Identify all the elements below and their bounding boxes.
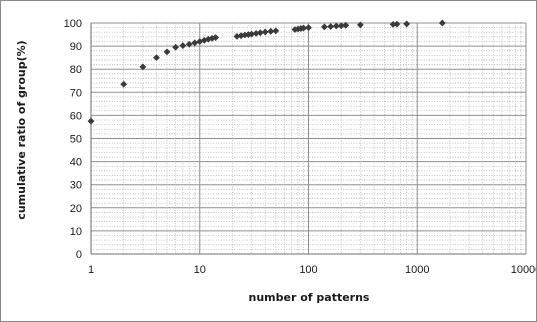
data-point [356,21,364,29]
x-axis-title: number of patterns [249,291,370,304]
data-point [342,21,350,29]
data-point [179,42,187,50]
data-point [332,22,340,30]
data-point [185,40,193,48]
data-point [327,23,335,30]
data-point [337,22,345,30]
data-point [191,39,199,47]
y-tick-label: 90 [70,41,82,53]
data-point [200,36,208,44]
data-point [256,29,264,37]
data-point [393,20,401,28]
data-point [233,32,241,40]
y-tick-label: 60 [70,110,82,122]
x-tick-label: 100 [299,264,317,276]
data-point [300,24,307,32]
y-axis-title: cumulative ratio of group(%) [15,40,28,219]
y-tick-label: 50 [70,134,82,146]
y-tick-label: 40 [70,157,82,169]
data-point [248,30,256,38]
data-point [87,117,95,125]
y-tick-label: 70 [70,87,82,99]
data-point [139,63,147,71]
data-point [172,43,180,51]
y-tick-label: 100 [64,18,82,30]
data-point [389,20,397,28]
data-point [261,28,269,36]
y-tick-label: 10 [70,226,82,238]
data-point [438,19,446,27]
data-point [163,48,171,56]
data-point [305,24,312,32]
x-tick-label: 1000 [405,264,429,276]
x-tick-label: 1 [88,264,94,276]
y-tick-label: 0 [76,249,82,261]
data-point [403,20,411,28]
points-layer [87,19,446,125]
data-point [153,54,160,62]
y-tick-label: 30 [70,180,82,192]
axis-layer: 0102030405060708090100110100100010000 [64,18,536,276]
data-point [320,23,328,31]
data-point [120,80,128,88]
data-point [252,29,260,37]
data-point [272,27,280,35]
data-point [212,34,220,41]
x-tick-label: 10000 [511,264,536,276]
data-point [267,27,275,35]
x-tick-label: 10 [194,264,206,276]
y-tick-label: 80 [70,64,82,76]
y-tick-label: 20 [70,203,82,215]
